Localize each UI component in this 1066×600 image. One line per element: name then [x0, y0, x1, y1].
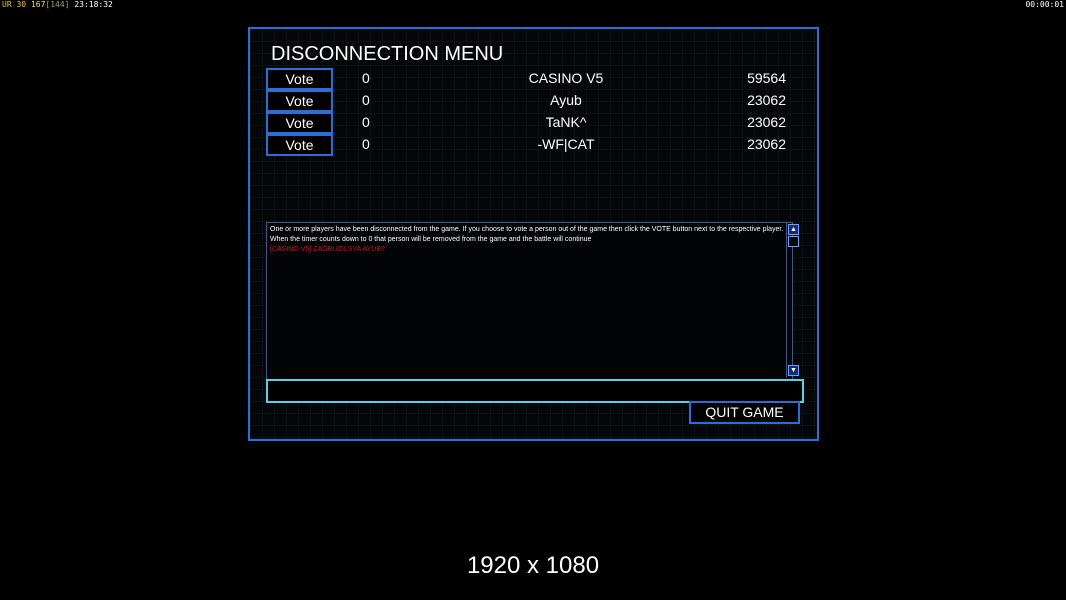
scroll-thumb[interactable]	[788, 236, 799, 247]
fps: 30	[16, 0, 27, 9]
vote-count: 0	[362, 70, 370, 86]
vote-count: 0	[362, 136, 370, 152]
disconnection-menu: DISCONNECTION MENU Vote 0 CASINO V5 5956…	[248, 27, 819, 441]
player-score: 23062	[747, 136, 786, 152]
player-row: Vote 0 TaNK^ 23062	[266, 112, 786, 134]
log-scrollbar[interactable]: ▲ ▼	[786, 223, 799, 377]
scroll-down-icon[interactable]: ▼	[788, 365, 799, 376]
player-score: 23062	[747, 114, 786, 130]
clock: 23:18:32	[74, 0, 113, 9]
player-row: Vote 0 -WF|CAT 23062	[266, 134, 786, 156]
player-row: Vote 0 CASINO V5 59564	[266, 68, 786, 90]
ping: 167	[30, 0, 46, 9]
vote-count: 0	[362, 92, 370, 108]
vote-button[interactable]: Vote	[266, 134, 333, 156]
player-score: 59564	[747, 70, 786, 86]
menu-title: DISCONNECTION MENU	[271, 43, 504, 65]
player-row: Vote 0 Ayub 23062	[266, 90, 786, 112]
player-name: CASINO V5	[528, 70, 604, 86]
game-timer: 00:00:01	[1025, 0, 1064, 9]
player-name: -WF|CAT	[537, 136, 595, 152]
vote-button[interactable]: Vote	[266, 68, 333, 90]
ping-avg: [144]	[45, 0, 70, 9]
vote-button[interactable]: Vote	[266, 90, 333, 112]
chat-line: [CASINO V5] ZAGRUZILSYA AYUB?	[270, 246, 385, 253]
player-name: Ayub	[550, 92, 582, 108]
status-hud: UR 30 167[144] 23:18:32	[2, 0, 113, 9]
resolution-label: 1920 x 1080	[466, 552, 600, 579]
message-log: One or more players have been disconnect…	[266, 222, 793, 381]
player-name: TaNK^	[545, 114, 587, 130]
quit-game-button[interactable]: QUIT GAME	[689, 401, 800, 424]
vote-count: 0	[362, 114, 370, 130]
mode-label: UR	[2, 0, 12, 9]
info-message: One or more players have been disconnect…	[270, 226, 784, 243]
chat-input[interactable]	[266, 379, 804, 403]
player-score: 23062	[747, 92, 786, 108]
vote-button[interactable]: Vote	[266, 112, 333, 134]
scroll-up-icon[interactable]: ▲	[788, 224, 799, 235]
